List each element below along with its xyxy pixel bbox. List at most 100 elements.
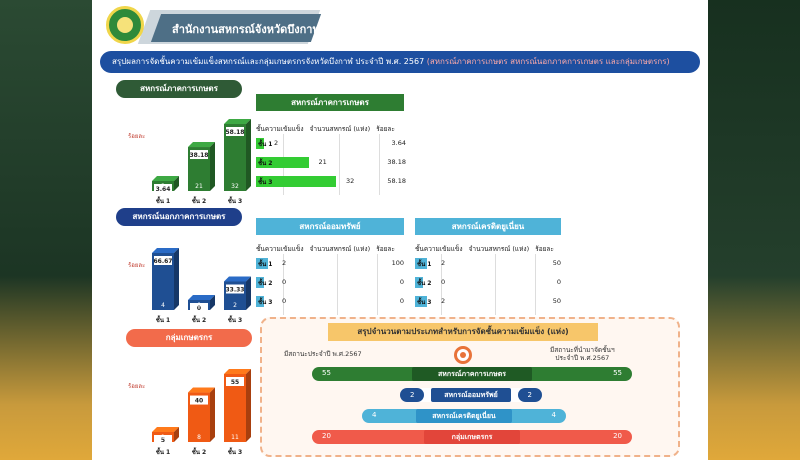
chart-pct-label: ร้อยละ bbox=[128, 133, 145, 140]
table-agri-col-count: จำนวนสหกรณ์ (แห่ง) bbox=[309, 125, 371, 133]
bar-value-label: 21 bbox=[195, 183, 203, 190]
bar bbox=[224, 374, 246, 442]
bar-top bbox=[188, 142, 215, 148]
summary-row: 55 สหกรณ์ภาคการเกษตร 55 bbox=[312, 367, 632, 381]
table-savings-col-level: ชั้นความเข้มแข็ง bbox=[256, 245, 304, 253]
bar-side bbox=[210, 387, 215, 442]
table-gridline bbox=[379, 134, 380, 195]
table-row: ชั้น 3 2 50 bbox=[415, 294, 561, 308]
summary-row-right-value: 4 bbox=[551, 411, 556, 419]
bar-top bbox=[224, 276, 251, 282]
table-agri-header: ชั้นความเข้มแข็ง จำนวนสหกรณ์ (แห่ง) ร้อย… bbox=[256, 124, 399, 134]
summary-row-name: สหกรณ์เครดิตยูเนี่ยน bbox=[416, 409, 512, 423]
bar-value-label: 2 bbox=[233, 302, 237, 309]
bar-value-label: 11 bbox=[231, 434, 239, 441]
summary-panel: สรุปจำนวนตามประเภทสำหรับการจัดชั้นความเข… bbox=[260, 317, 680, 457]
table-row: ชั้น 2 21 38.18 bbox=[256, 155, 406, 169]
table-savings-title: สหกรณ์ออมทรัพย์ bbox=[256, 218, 404, 235]
bar-pct-box bbox=[226, 127, 244, 136]
table-row-label: ชั้น 2 bbox=[258, 160, 273, 167]
bar-pct-box bbox=[190, 150, 208, 160]
summary-right-label-line1: มีสถานะที่นำมาจัดชั้นฯ bbox=[550, 346, 615, 354]
farmer-bar-chart: ร้อยละ 51 ชั้น 1 40 8 ชั้น 2 55 11 ชั้น 3 bbox=[128, 369, 251, 456]
bar-pct-label: 3.64 bbox=[156, 186, 171, 193]
chart-pct-label: ร้อยละ bbox=[128, 383, 145, 390]
x-tick-label: ชั้น 1 bbox=[156, 446, 170, 456]
summary-left-label: มีสถานะประจำปี พ.ศ.2567 bbox=[284, 350, 362, 358]
bar-pct-label: 0 bbox=[197, 305, 201, 312]
bar-side bbox=[174, 176, 179, 191]
summary-row: 2 สหกรณ์ออมทรัพย์ 2 bbox=[400, 388, 542, 402]
bar-value-label: 2 bbox=[161, 183, 165, 190]
summary-row: 20 กลุ่มเกษตรกร 20 bbox=[312, 430, 632, 444]
table-row-percent: 0 bbox=[399, 278, 404, 286]
summary-row-right-value: 55 bbox=[613, 369, 622, 377]
table-row-percent: 58.18 bbox=[387, 177, 406, 185]
bar-side bbox=[246, 369, 251, 442]
background-right bbox=[708, 0, 800, 460]
bar bbox=[188, 392, 210, 442]
report-banner: สรุปผลการจัดชั้นความเข้มแข็งสหกรณ์และกลุ… bbox=[100, 51, 700, 73]
table-row-bar bbox=[415, 296, 427, 307]
farmer-section-title: กลุ่มเกษตรกร bbox=[126, 329, 252, 347]
summary-title: สรุปจำนวนตามประเภทสำหรับการจัดชั้นความเข… bbox=[328, 323, 598, 341]
table-row-count: 0 bbox=[282, 297, 287, 305]
background-left bbox=[0, 0, 92, 460]
table-row-bar bbox=[256, 296, 264, 307]
table-row-count: 0 bbox=[282, 278, 287, 286]
bar-pct-label: 40 bbox=[195, 398, 203, 405]
nonagri-section-title: สหกรณ์นอกภาคการเกษตร bbox=[116, 208, 242, 226]
bar-top bbox=[224, 369, 251, 374]
agri-bar-chart: ร้อยละ 3.642 ชั้น 1 38.18 21 ชั้น 2 58.18 32 ชั้… bbox=[128, 119, 251, 205]
bar-pct-label: 38.18 bbox=[190, 152, 209, 159]
table-row-count: 2 bbox=[282, 259, 287, 267]
infographic-page: สำนักงานสหกรณ์จังหวัดบึงกาฬ สรุปผลการจัด… bbox=[92, 0, 708, 460]
summary-row: 4 สหกรณ์เครดิตยูเนี่ยน 4 bbox=[362, 409, 566, 423]
bar-value-label: 1 bbox=[161, 434, 165, 441]
table-savings: ชั้นความเข้มแข็ง จำนวนสหกรณ์ (แห่ง) ร้อย… bbox=[256, 244, 404, 315]
table-row-percent: 50 bbox=[552, 297, 561, 305]
bar-top bbox=[152, 176, 179, 181]
table-credit-col-count: จำนวนสหกรณ์ (แห่ง) bbox=[468, 245, 530, 253]
table-credit-col-level: ชั้นความเข้มแข็ง bbox=[415, 245, 463, 253]
bar-side bbox=[174, 427, 179, 442]
table-savings-col-count: จำนวนสหกรณ์ (แห่ง) bbox=[309, 245, 371, 253]
bar-pct-label: 55 bbox=[231, 379, 239, 386]
summary-row-name: สหกรณ์ภาคการเกษตร bbox=[412, 367, 532, 381]
bar-pct-box bbox=[226, 284, 244, 294]
banner-main-text: สรุปผลการจัดชั้นความเข้มแข็งสหกรณ์และกลุ… bbox=[112, 57, 425, 66]
table-row-count: 21 bbox=[318, 158, 327, 166]
table-row-percent: 0 bbox=[556, 278, 561, 286]
table-gridline bbox=[495, 254, 497, 315]
bar-side bbox=[246, 119, 251, 191]
table-savings-col-pct: ร้อยละ bbox=[376, 245, 395, 253]
bar bbox=[152, 253, 174, 310]
table-agri-col-pct: ร้อยละ bbox=[376, 125, 395, 133]
banner-sub-text: (สหกรณ์ภาคการเกษตร สหกรณ์นอกภาคการเกษตร … bbox=[426, 57, 670, 66]
summary-row-right-value: 2 bbox=[517, 388, 542, 402]
bar-pct-box bbox=[226, 377, 244, 386]
table-row-bar bbox=[256, 138, 264, 149]
table-row-count: 0 bbox=[441, 278, 446, 286]
bar-side bbox=[210, 142, 215, 191]
org-title: สำนักงานสหกรณ์จังหวัดบึงกาฬ bbox=[172, 23, 320, 36]
table-row-bar bbox=[256, 258, 268, 269]
target-icon bbox=[454, 346, 472, 364]
table-agri-title: สหกรณ์ภาคการเกษตร bbox=[256, 94, 404, 111]
table-row: ชั้น 1 2 100 bbox=[256, 256, 404, 270]
summary-row-left-value: 20 bbox=[322, 432, 331, 440]
table-row-label: ชั้น 3 bbox=[417, 299, 432, 306]
bar-pct-box bbox=[154, 256, 172, 265]
table-row: ชั้น 3 32 58.18 bbox=[256, 174, 406, 188]
bar-top bbox=[152, 248, 179, 253]
table-row-label: ชั้น 3 bbox=[258, 179, 273, 186]
table-row-bar bbox=[256, 176, 336, 187]
bar-side bbox=[174, 248, 179, 310]
x-tick-label: ชั้น 3 bbox=[228, 446, 242, 456]
table-row-label: ชั้น 1 bbox=[258, 261, 273, 268]
table-row: ชั้น 2 0 0 bbox=[415, 275, 561, 289]
table-credit-header: ชั้นความเข้มแข็ง จำนวนสหกรณ์ (แห่ง) ร้อย… bbox=[415, 244, 558, 254]
bar-value-label: 0 bbox=[197, 302, 201, 309]
agri-section-title: สหกรณ์ภาคการเกษตร bbox=[116, 80, 242, 98]
